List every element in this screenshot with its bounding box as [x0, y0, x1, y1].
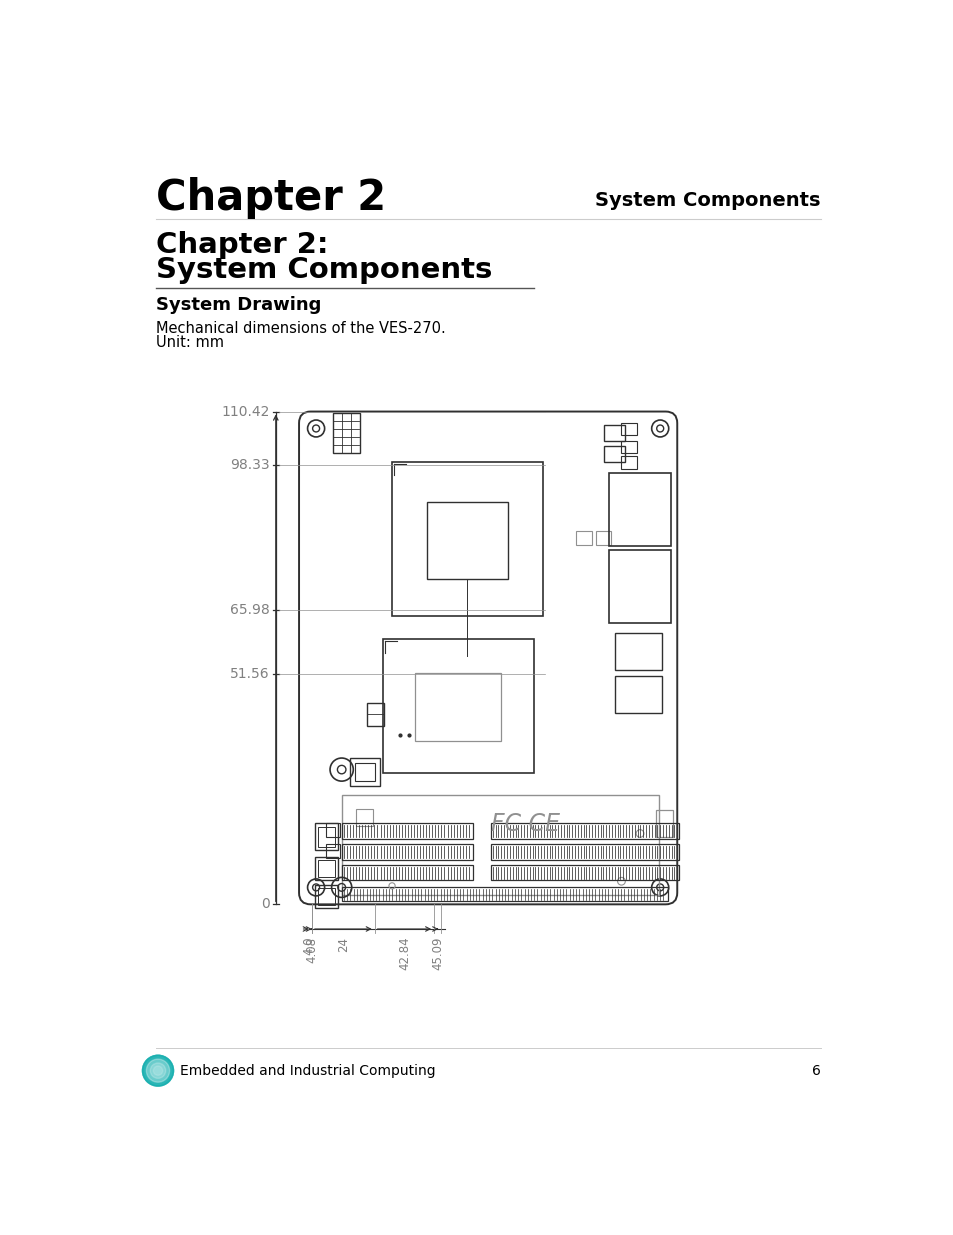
Text: Chapter 2:: Chapter 2: [156, 231, 329, 259]
Bar [596, 531, 611, 545]
Text: System Drawing: System Drawing [156, 296, 321, 314]
Bar [333, 412, 359, 453]
Bar [415, 673, 500, 741]
Text: 51.56: 51.56 [230, 667, 270, 682]
Bar [392, 462, 542, 615]
Bar [342, 795, 658, 895]
Bar [603, 425, 624, 441]
Bar [355, 763, 375, 782]
Bar [317, 860, 335, 877]
Bar [314, 857, 337, 879]
Text: Mechanical dimensions of the VES-270.: Mechanical dimensions of the VES-270. [156, 321, 446, 336]
Bar [367, 703, 384, 726]
Bar [342, 845, 472, 860]
Text: 6: 6 [811, 1063, 820, 1078]
Bar [491, 864, 679, 881]
Text: 65.98: 65.98 [230, 603, 270, 616]
Text: Embedded and Industrial Computing: Embedded and Industrial Computing [179, 1063, 435, 1078]
Bar [491, 845, 679, 860]
Text: 0: 0 [260, 898, 270, 911]
Bar [314, 824, 337, 851]
Bar [491, 824, 679, 839]
Bar [620, 441, 637, 453]
Text: FC CE: FC CE [491, 811, 559, 836]
Circle shape [142, 1055, 173, 1086]
Circle shape [146, 1060, 170, 1082]
Bar [427, 501, 508, 579]
Text: 42.84: 42.84 [397, 936, 411, 971]
Bar [620, 456, 637, 468]
Bar [603, 446, 624, 462]
Text: 110.42: 110.42 [221, 405, 270, 419]
Bar [615, 634, 661, 671]
Circle shape [142, 1055, 173, 1086]
Bar [342, 824, 472, 839]
Text: 24: 24 [336, 936, 350, 952]
Bar [317, 888, 335, 905]
Bar [342, 864, 472, 881]
Text: 98.33: 98.33 [230, 458, 270, 473]
Text: 4.0: 4.0 [302, 936, 315, 956]
Bar [326, 824, 340, 837]
Bar [576, 531, 592, 545]
Circle shape [142, 1055, 173, 1086]
Text: 45.09: 45.09 [431, 936, 444, 971]
Bar [317, 826, 335, 847]
Bar [350, 758, 379, 785]
Text: Chapter 2: Chapter 2 [156, 178, 386, 220]
Bar [620, 424, 637, 436]
Bar [608, 473, 670, 546]
Circle shape [142, 1055, 173, 1086]
Bar [615, 677, 661, 714]
Bar [342, 888, 667, 902]
Bar [356, 809, 373, 826]
Bar [608, 550, 670, 624]
Bar [656, 810, 673, 837]
Circle shape [153, 1066, 162, 1076]
Text: System Components: System Components [156, 256, 493, 284]
Text: System Components: System Components [595, 190, 820, 210]
Bar [314, 885, 337, 908]
Text: Unit: mm: Unit: mm [156, 336, 224, 351]
Bar [326, 845, 340, 858]
Bar [382, 638, 534, 773]
Circle shape [150, 1063, 166, 1078]
Text: 4.08: 4.08 [305, 936, 318, 962]
FancyBboxPatch shape [298, 411, 677, 904]
